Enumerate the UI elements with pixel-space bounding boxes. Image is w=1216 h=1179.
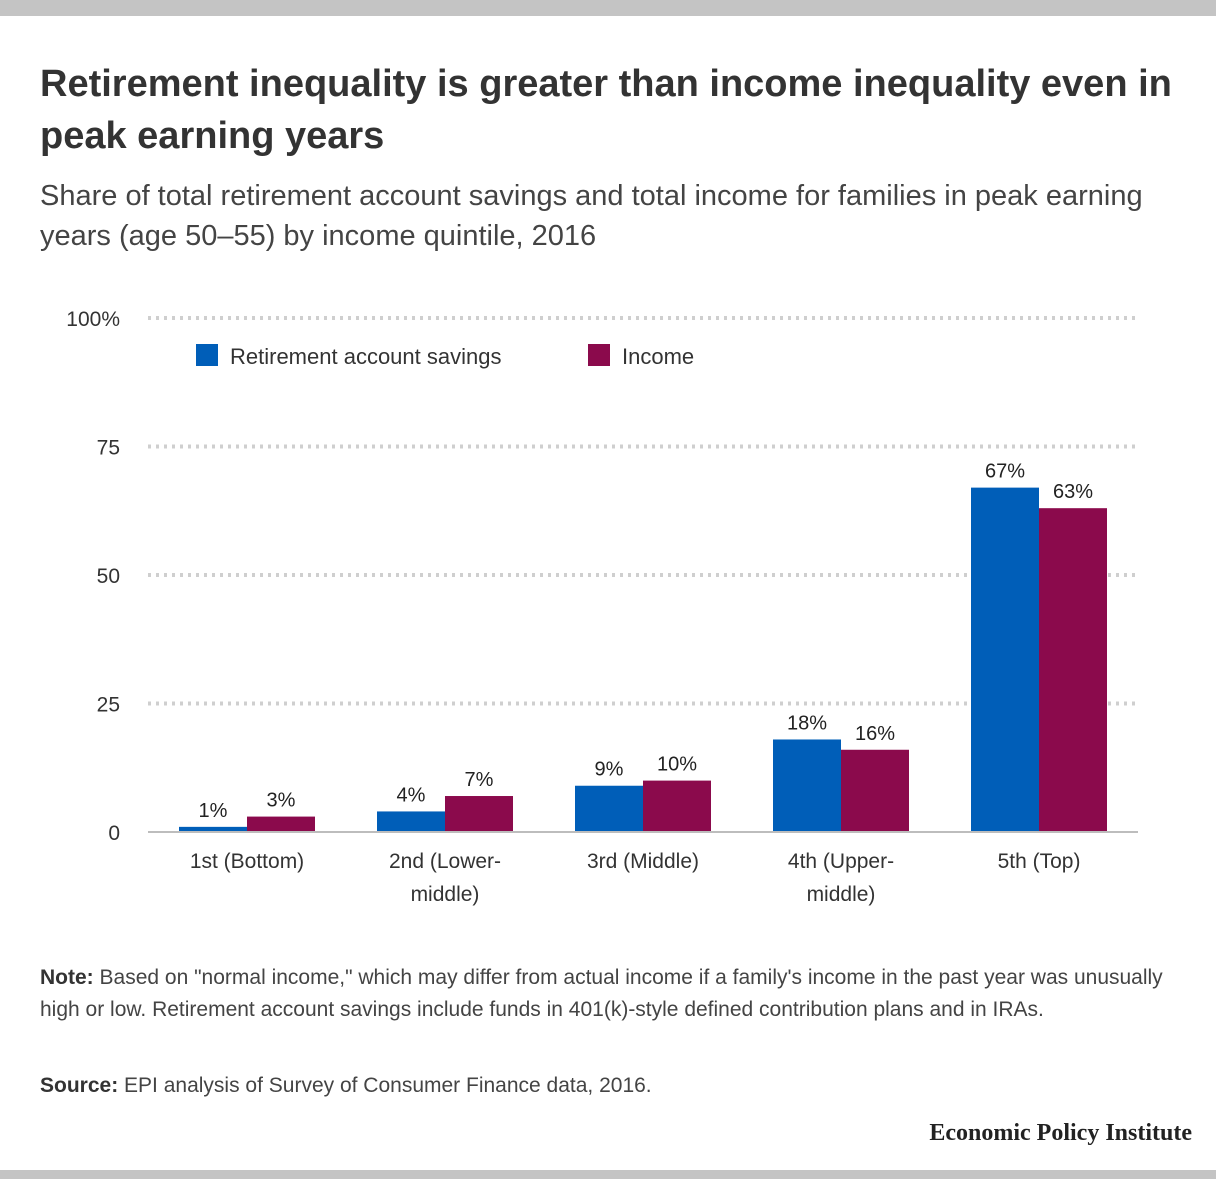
note-text: Based on "normal income," which may diff… [40, 966, 1163, 1021]
y-tick-label: 75 [97, 437, 120, 460]
data-label: 63% [1053, 481, 1093, 503]
source-text: EPI analysis of Survey of Consumer Finan… [124, 1074, 652, 1097]
x-tick-label: 4th (Upper- [788, 850, 894, 873]
bar [377, 811, 445, 832]
bottom-border [0, 1170, 1216, 1179]
bar-chart: 0 25 50 75 100% 1% 3% 1st (Bottom) 4% 7% 2nd (Lowe… [66, 308, 1138, 906]
chart-note: Note: Based on "normal income," which ma… [40, 962, 1180, 1026]
x-tick-label: 1st (Bottom) [190, 850, 304, 873]
data-label: 4% [397, 784, 426, 806]
legend-label: Retirement account savings [230, 344, 501, 369]
bar [841, 749, 909, 832]
data-label: 10% [657, 754, 697, 776]
x-tick-label: 2nd (Lower- [389, 850, 501, 873]
chart-title: Retirement inequality is greater than in… [40, 63, 1172, 157]
bar [643, 780, 711, 832]
source-label: Source: [40, 1074, 119, 1097]
bar [1039, 508, 1107, 832]
data-label: 18% [787, 712, 827, 734]
top-border [0, 0, 1216, 16]
bar [445, 796, 513, 832]
x-tick-label: middle) [807, 883, 876, 906]
x-tick-label: 5th (Top) [998, 850, 1081, 873]
y-tick-label: 100% [66, 308, 120, 331]
data-label: 67% [985, 461, 1025, 483]
data-label: 7% [465, 769, 494, 791]
chart-source: Source: EPI analysis of Survey of Consum… [40, 1070, 1180, 1102]
bar [971, 487, 1039, 832]
bar [575, 785, 643, 832]
chart-subtitle: Share of total retirement account saving… [40, 180, 1143, 252]
data-label: 9% [595, 759, 624, 781]
legend-label: Income [622, 344, 694, 369]
data-label: 3% [267, 790, 296, 812]
note-label: Note: [40, 966, 94, 989]
y-tick-label: 0 [108, 822, 120, 845]
brand-logo-text: Economic Policy Institute [929, 1120, 1192, 1146]
y-tick-label: 25 [97, 694, 120, 717]
bar [247, 816, 315, 832]
x-tick-label: middle) [411, 883, 480, 906]
bar [179, 826, 247, 832]
legend-swatch [588, 344, 610, 366]
legend-swatch [196, 344, 218, 366]
data-label: 1% [199, 800, 228, 822]
x-tick-label: 3rd (Middle) [587, 850, 699, 873]
y-tick-label: 50 [97, 565, 120, 588]
bar [773, 739, 841, 832]
data-label: 16% [855, 723, 895, 745]
